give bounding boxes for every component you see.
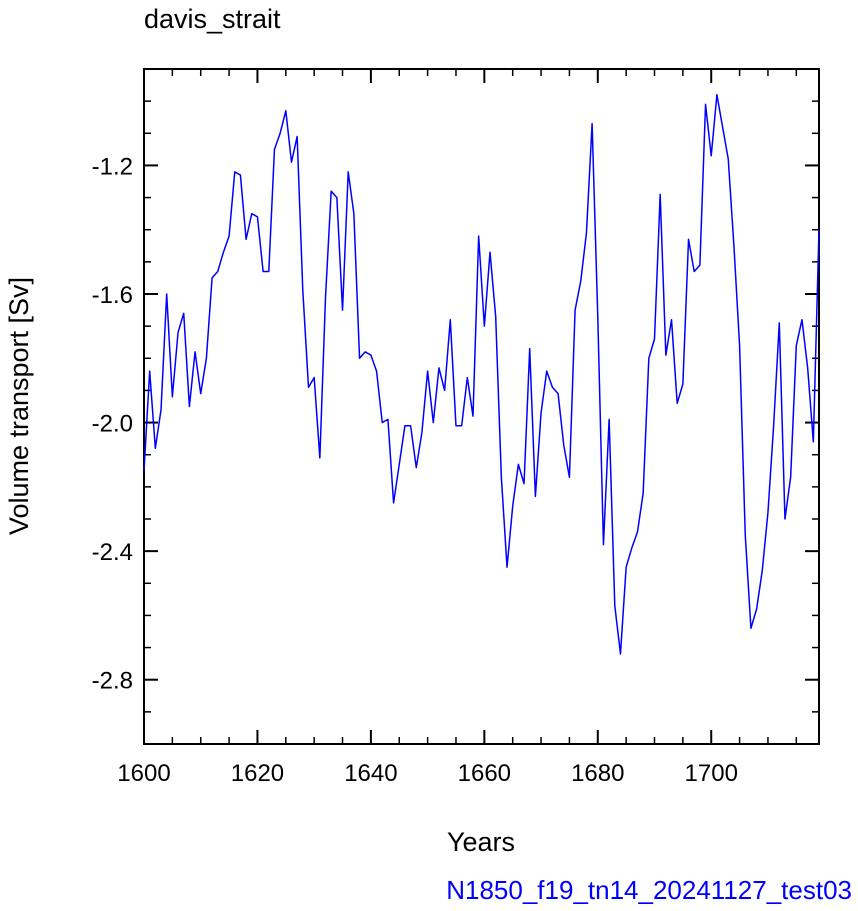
data-series-line [143, 93, 820, 655]
chart-title: davis_strait [144, 4, 281, 34]
y-tick-label: -2.8 [92, 668, 133, 695]
x-tick-label: 1660 [458, 760, 511, 787]
x-tick-label: 1640 [344, 760, 397, 787]
x-tick-label: 1680 [571, 760, 624, 787]
x-tick-label: 1620 [231, 760, 284, 787]
x-axis-label: Years [447, 827, 515, 857]
x-tick-label: 1700 [685, 760, 738, 787]
y-tick-label: -2.4 [92, 539, 133, 566]
y-axis: -1.2 -1.6 -2.0 -2.4 -2.8 [92, 68, 819, 745]
y-tick-label: -1.2 [92, 153, 133, 180]
y-tick-label: -2.0 [92, 411, 133, 438]
footer-case-name: N1850_f19_tn14_20241127_test03 [446, 875, 852, 905]
plot-frame [143, 68, 820, 745]
y-tick-label: -1.6 [92, 282, 133, 309]
x-tick-label: 1600 [117, 760, 170, 787]
x-axis: 1600 1620 1640 1660 1680 1700 [117, 69, 798, 787]
y-axis-label: Volume transport [Sv] [4, 277, 34, 535]
